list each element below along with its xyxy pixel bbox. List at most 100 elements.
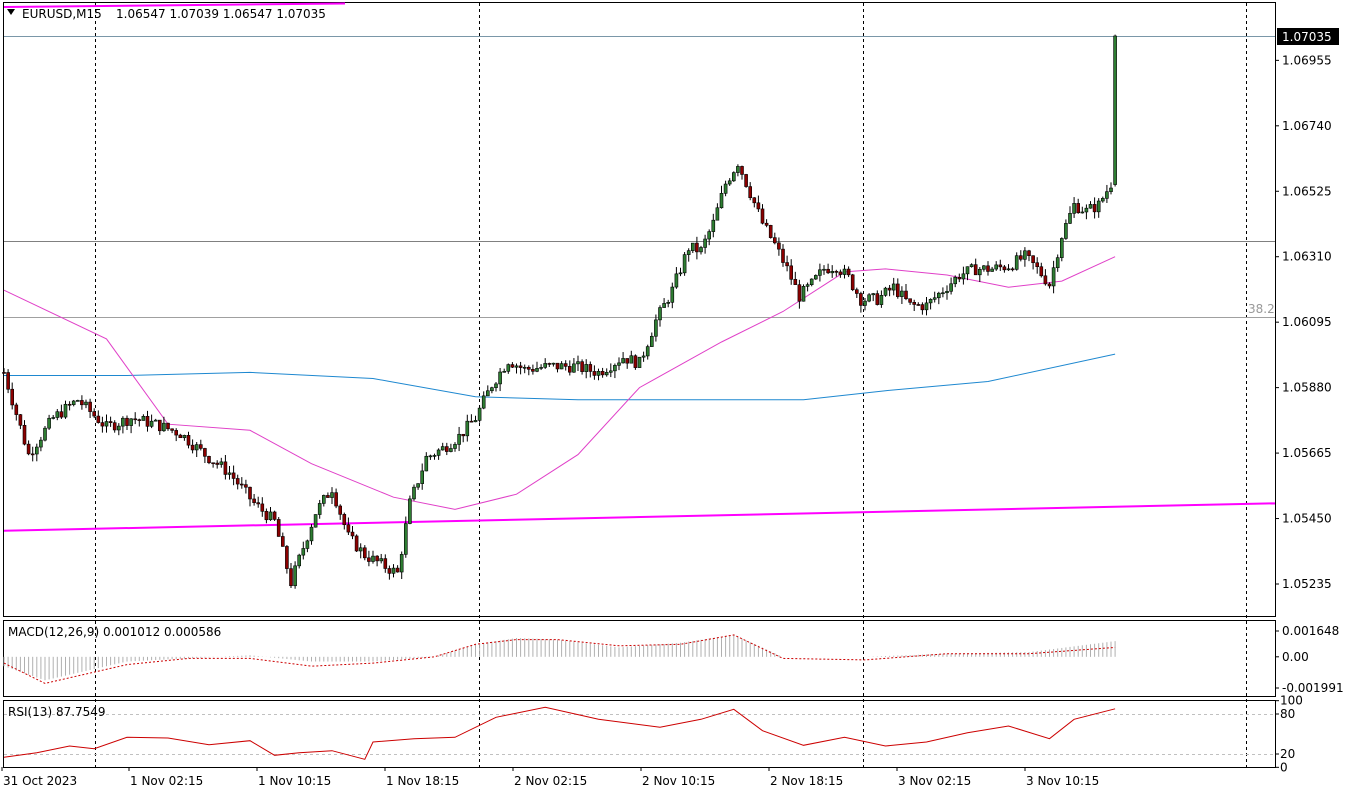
- candle-body: [518, 365, 523, 368]
- candle-body: [998, 264, 1003, 268]
- candle: [625, 358, 630, 369]
- candle: [1035, 257, 1039, 274]
- candle-body: [674, 273, 679, 288]
- candle-body: [305, 540, 310, 549]
- candle: [1027, 249, 1031, 262]
- candle: [26, 440, 31, 456]
- candle-body: [223, 461, 228, 475]
- candle: [977, 267, 982, 283]
- candle: [473, 415, 478, 423]
- candle-body: [219, 461, 224, 465]
- candle: [711, 213, 716, 238]
- candle: [129, 418, 133, 434]
- candle-body: [563, 363, 568, 367]
- candle: [34, 443, 39, 462]
- candle-body: [227, 472, 232, 475]
- candle-body: [768, 225, 773, 238]
- candle: [1064, 219, 1068, 240]
- collapse-triangle-icon[interactable]: [7, 9, 15, 15]
- candle: [194, 442, 199, 458]
- candle: [522, 364, 527, 374]
- ma-magenta-line: [3, 256, 1116, 510]
- candle-body: [55, 411, 60, 418]
- candle-body: [567, 366, 572, 373]
- candle-body: [1051, 267, 1056, 287]
- candle: [936, 291, 941, 305]
- candle: [863, 298, 867, 311]
- candle-body: [199, 444, 203, 449]
- price-label: 1.05450: [1282, 512, 1332, 526]
- candle-body: [117, 425, 121, 431]
- candle-body: [781, 248, 785, 263]
- candle-body: [793, 278, 798, 285]
- candle: [395, 565, 400, 573]
- candle: [104, 414, 109, 433]
- candle-body: [453, 444, 457, 449]
- candle-body: [297, 554, 302, 567]
- candle: [59, 404, 64, 419]
- candle-body: [990, 268, 994, 272]
- ohlc-values: 1.06547 1.07039 1.06547 1.07035: [116, 7, 326, 21]
- candle: [305, 539, 310, 553]
- candle: [170, 428, 174, 434]
- candle: [100, 416, 105, 433]
- candle-body: [715, 207, 720, 221]
- candle: [408, 495, 412, 525]
- candle: [883, 286, 888, 297]
- candle: [190, 439, 195, 454]
- candle: [875, 290, 880, 306]
- candle-body: [662, 303, 666, 308]
- candle-body: [1060, 238, 1064, 258]
- candle: [203, 447, 207, 464]
- candle: [682, 252, 687, 276]
- candle: [264, 508, 269, 524]
- candle-body: [522, 366, 527, 369]
- candle: [895, 278, 900, 299]
- candle: [186, 431, 191, 449]
- candle-body: [186, 435, 191, 446]
- candle: [1014, 252, 1019, 271]
- candle: [998, 259, 1003, 271]
- candle: [30, 446, 35, 462]
- candle-body: [752, 197, 757, 204]
- candle: [391, 564, 396, 578]
- candle: [1092, 197, 1097, 219]
- candle-body: [268, 511, 273, 521]
- candle: [342, 512, 347, 530]
- candle: [141, 414, 146, 421]
- candle: [18, 414, 23, 430]
- candle-body: [264, 511, 269, 521]
- candle: [43, 426, 47, 442]
- candle-body: [248, 486, 252, 500]
- candle-body: [596, 371, 601, 376]
- candle-body: [818, 269, 822, 276]
- candle: [1084, 204, 1089, 220]
- candle-body: [346, 524, 351, 533]
- price-label: 1.06095: [1282, 315, 1332, 329]
- candle: [444, 442, 449, 456]
- candle: [658, 305, 662, 327]
- candle-body: [289, 568, 293, 587]
- candle: [240, 477, 244, 489]
- candle: [678, 267, 683, 277]
- candle: [526, 365, 531, 376]
- candle-body: [592, 371, 597, 376]
- candle: [457, 426, 461, 452]
- candle: [666, 299, 671, 308]
- candle-body: [867, 294, 871, 302]
- time-label: 3 Nov 02:15: [898, 774, 971, 788]
- candle-body: [846, 268, 851, 276]
- candle: [723, 180, 728, 197]
- candle: [822, 265, 826, 275]
- candle: [555, 362, 560, 373]
- candle: [891, 277, 896, 296]
- candle: [244, 479, 248, 494]
- candle-body: [982, 265, 986, 270]
- rsi-scale-label: 0: [1280, 760, 1288, 774]
- candle-body: [100, 422, 105, 427]
- candle-body: [547, 363, 552, 365]
- candle: [809, 278, 814, 287]
- candle: [621, 352, 625, 364]
- price-label: 1.06310: [1282, 250, 1332, 264]
